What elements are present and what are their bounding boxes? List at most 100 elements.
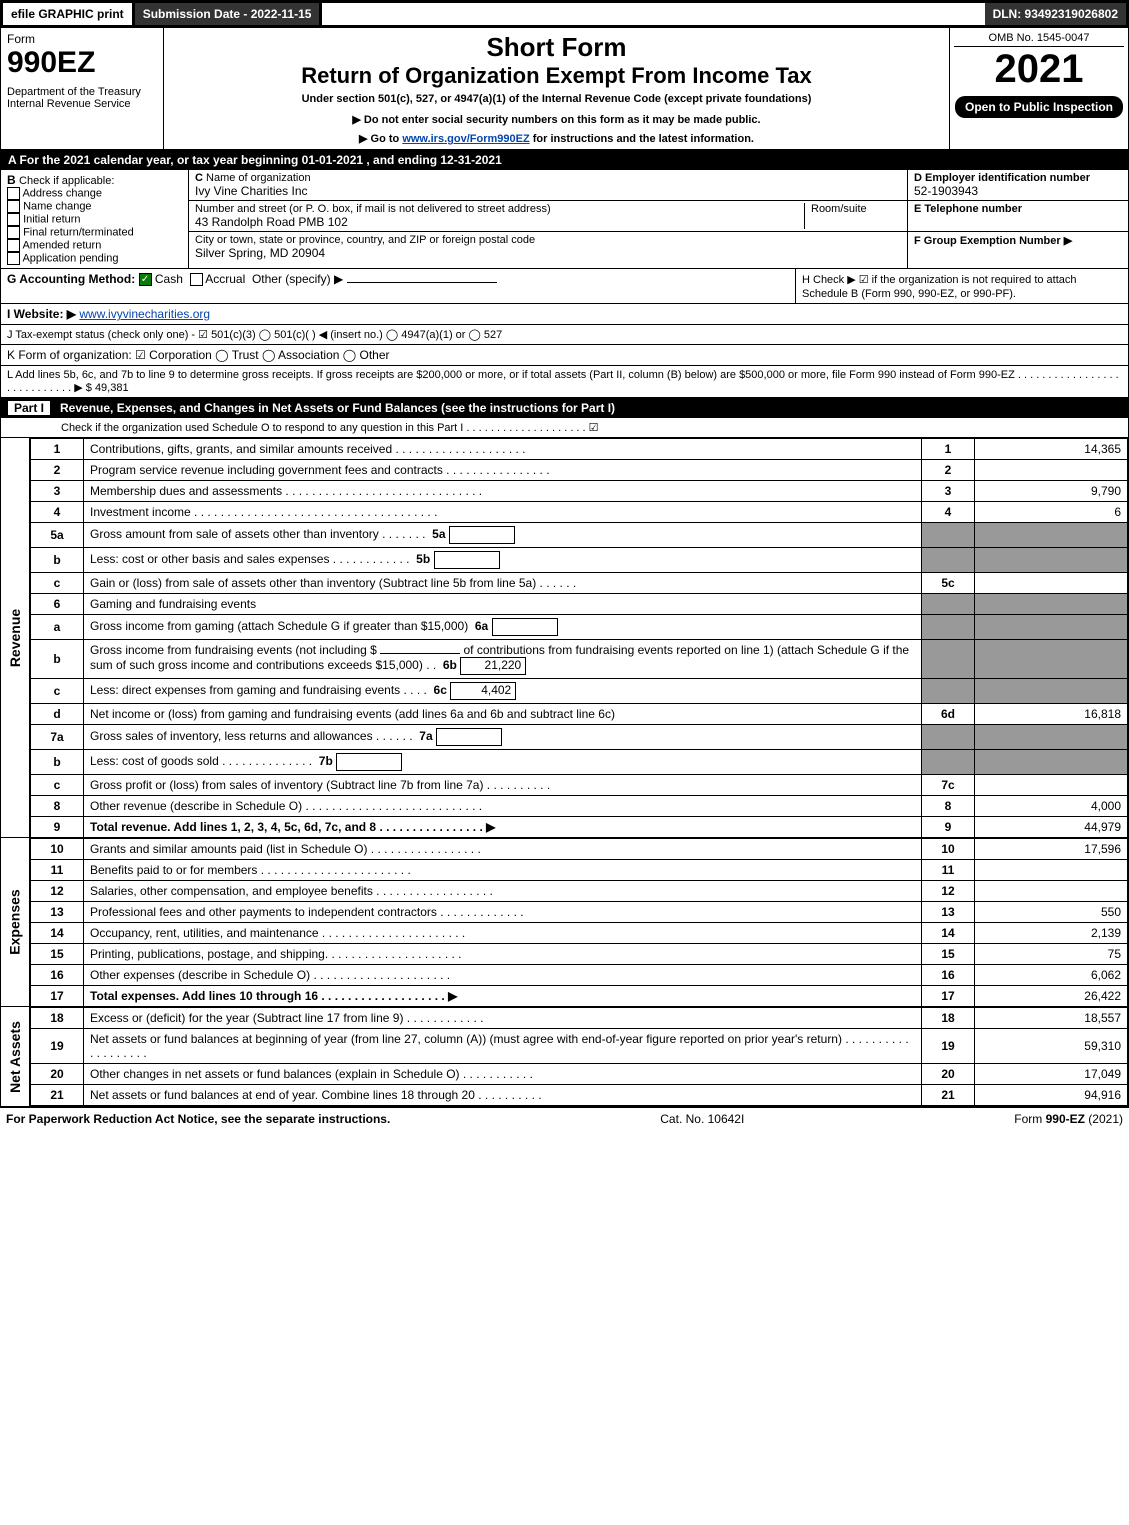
- expenses-table: 10Grants and similar amounts paid (list …: [30, 838, 1128, 1007]
- line-6a: aGross income from gaming (attach Schedu…: [31, 615, 1128, 640]
- accrual-checkbox[interactable]: [190, 273, 203, 286]
- line-8-no: 8: [31, 796, 84, 817]
- revenue-table: 1Contributions, gifts, grants, and simil…: [30, 438, 1128, 838]
- dept-line: Department of the Treasury: [7, 86, 157, 98]
- initial-return-label: Initial return: [23, 213, 80, 225]
- line-10-no: 10: [31, 839, 84, 860]
- line-6a-text: Gross income from gaming (attach Schedul…: [84, 615, 922, 640]
- submission-date: Submission Date - 2022-11-15: [135, 3, 323, 25]
- part1-title: Revenue, Expenses, and Changes in Net As…: [60, 401, 615, 415]
- line-13-numcol: 13: [922, 902, 975, 923]
- check-if: Check if applicable:: [19, 175, 114, 187]
- efile-print[interactable]: efile GRAPHIC print: [3, 3, 135, 25]
- j-row: J Tax-exempt status (check only one) - ☑…: [0, 325, 1129, 345]
- line-21: 21Net assets or fund balances at end of …: [31, 1085, 1128, 1106]
- l-row: L Add lines 5b, 6c, and 7b to line 9 to …: [0, 366, 1129, 398]
- line-5c-text: Gain or (loss) from sale of assets other…: [84, 573, 922, 594]
- line-6d-no: d: [31, 704, 84, 725]
- contrib-blank[interactable]: [380, 653, 460, 654]
- line-15: 15Printing, publications, postage, and s…: [31, 944, 1128, 965]
- line-7c: cGross profit or (loss) from sales of in…: [31, 775, 1128, 796]
- final-return-checkbox[interactable]: [7, 226, 20, 239]
- line-20-no: 20: [31, 1064, 84, 1085]
- line-5b-grey: [922, 548, 975, 573]
- section-b: B Check if applicable: Address change Na…: [1, 170, 189, 268]
- line-5c-amt: [975, 573, 1128, 594]
- address-change-label: Address change: [22, 187, 102, 199]
- line-5a-no: 5a: [31, 523, 84, 548]
- part1-badge: Part I: [8, 401, 50, 415]
- line-14-numcol: 14: [922, 923, 975, 944]
- line-11-numcol: 11: [922, 860, 975, 881]
- line-12-amt: [975, 881, 1128, 902]
- line-17-text: Total expenses. Add lines 10 through 16 …: [84, 986, 922, 1007]
- section-h: H Check ▶ ☑ if the organization is not r…: [796, 269, 1128, 303]
- line-6a-box[interactable]: [492, 618, 558, 636]
- name-change-label: Name change: [23, 200, 92, 212]
- amended-return-checkbox[interactable]: [7, 239, 20, 252]
- top-bar: efile GRAPHIC print Submission Date - 20…: [0, 0, 1129, 28]
- line-17-no: 17: [31, 986, 84, 1007]
- k-text: K Form of organization: ☑ Corporation ◯ …: [1, 345, 1128, 365]
- line-5b-box[interactable]: [434, 551, 500, 569]
- line-6b-greyamt: [975, 640, 1128, 679]
- line-1-no: 1: [31, 439, 84, 460]
- website-link[interactable]: www.ivyvinecharities.org: [79, 307, 210, 321]
- line-7c-amt: [975, 775, 1128, 796]
- line-8-text: Other revenue (describe in Schedule O) .…: [84, 796, 922, 817]
- line-6c-box[interactable]: 4,402: [450, 682, 516, 700]
- l-amount: $ 49,381: [86, 382, 129, 394]
- line-7b-box[interactable]: [336, 753, 402, 771]
- irs-link[interactable]: www.irs.gov/Form990EZ: [402, 133, 529, 145]
- line-5a-box[interactable]: [449, 526, 515, 544]
- line-7b-no: b: [31, 750, 84, 775]
- h-text: H Check ▶ ☑ if the organization is not r…: [802, 274, 1077, 300]
- line-3: 3Membership dues and assessments . . . .…: [31, 481, 1128, 502]
- line-7a-box[interactable]: [436, 728, 502, 746]
- line-9-text: Total revenue. Add lines 1, 2, 3, 4, 5c,…: [84, 817, 922, 838]
- line-4-amt: 6: [975, 502, 1128, 523]
- line-20-text: Other changes in net assets or fund bala…: [84, 1064, 922, 1085]
- line-10-text: Grants and similar amounts paid (list in…: [84, 839, 922, 860]
- final-return-label: Final return/terminated: [23, 226, 134, 238]
- line-6b: bGross income from fundraising events (n…: [31, 640, 1128, 679]
- line-14-text: Occupancy, rent, utilities, and maintena…: [84, 923, 922, 944]
- address-change-checkbox[interactable]: [7, 187, 20, 200]
- line-11-amt: [975, 860, 1128, 881]
- ssn-warning: ▶ Do not enter social security numbers o…: [168, 113, 945, 126]
- org-name: Ivy Vine Charities Inc: [195, 184, 901, 198]
- line-18-amt: 18,557: [975, 1008, 1128, 1029]
- line-21-numcol: 21: [922, 1085, 975, 1106]
- other-specify-input[interactable]: [347, 282, 497, 283]
- application-pending-checkbox[interactable]: [7, 252, 20, 265]
- line-6c: cLess: direct expenses from gaming and f…: [31, 679, 1128, 704]
- initial-return-checkbox[interactable]: [7, 213, 20, 226]
- line-4-text: Investment income . . . . . . . . . . . …: [84, 502, 922, 523]
- line-16-numcol: 16: [922, 965, 975, 986]
- line-5b-greyamt: [975, 548, 1128, 573]
- net-assets-table: 18Excess or (deficit) for the year (Subt…: [30, 1007, 1128, 1106]
- line-19-no: 19: [31, 1029, 84, 1064]
- line-15-no: 15: [31, 944, 84, 965]
- line-6-text: Gaming and fundraising events: [84, 594, 922, 615]
- cash-checkbox[interactable]: ✓: [139, 273, 152, 286]
- line-7b: bLess: cost of goods sold . . . . . . . …: [31, 750, 1128, 775]
- line-7a-greyamt: [975, 725, 1128, 750]
- return-title: Return of Organization Exempt From Incom…: [168, 63, 945, 89]
- line-6d-amt: 16,818: [975, 704, 1128, 725]
- name-change-checkbox[interactable]: [7, 200, 20, 213]
- line-6b-box[interactable]: 21,220: [460, 657, 526, 675]
- cash-label: Cash: [155, 272, 183, 286]
- tax-year: 2021: [954, 47, 1124, 92]
- line-15-text: Printing, publications, postage, and shi…: [84, 944, 922, 965]
- line-19-amt: 59,310: [975, 1029, 1128, 1064]
- line-7c-no: c: [31, 775, 84, 796]
- j-text: J Tax-exempt status (check only one) - ☑…: [1, 325, 1128, 344]
- line-7c-numcol: 7c: [922, 775, 975, 796]
- net-side-label: Net Assets: [7, 1021, 23, 1093]
- d-label: D Employer identification number: [914, 172, 1122, 184]
- omb-number: OMB No. 1545-0047: [954, 32, 1124, 47]
- line-5b-text: Less: cost or other basis and sales expe…: [84, 548, 922, 573]
- line-6c-greyamt: [975, 679, 1128, 704]
- form-header-left: Form 990EZ Department of the Treasury In…: [1, 28, 164, 149]
